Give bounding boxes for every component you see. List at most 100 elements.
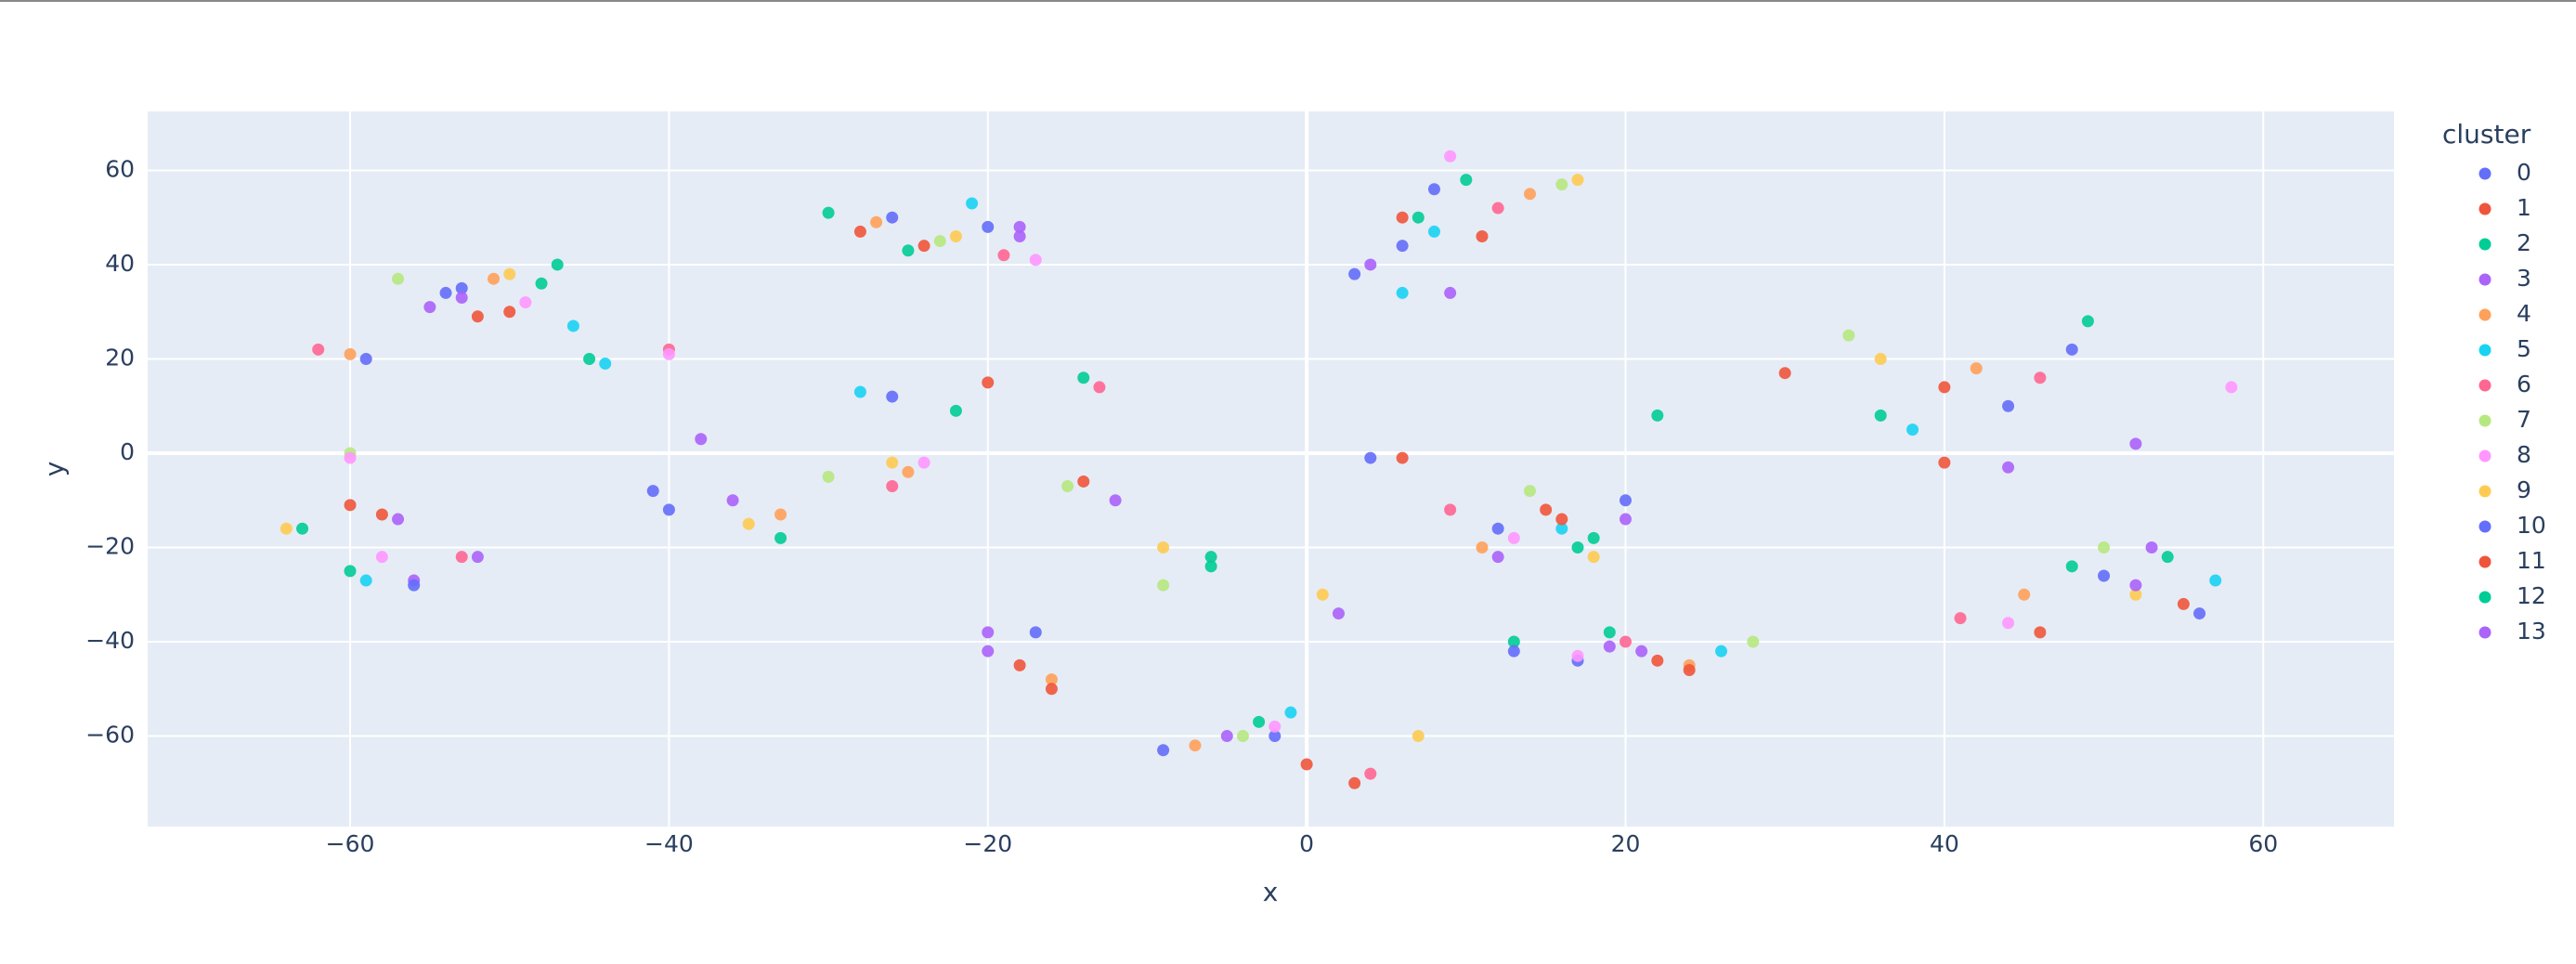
y-axis-title: y: [39, 462, 70, 477]
legend-label[interactable]: 6: [2517, 371, 2531, 397]
point: [1013, 230, 1026, 243]
point: [2161, 551, 2174, 564]
legend-label[interactable]: 13: [2517, 618, 2546, 645]
legend-label[interactable]: 4: [2517, 300, 2531, 327]
x-tick-label: 20: [1611, 830, 1641, 857]
legend-label[interactable]: 7: [2517, 406, 2531, 433]
point: [662, 347, 675, 360]
legend-label[interactable]: 5: [2517, 335, 2531, 362]
point: [471, 551, 484, 564]
point: [1029, 254, 1042, 267]
point: [503, 267, 516, 280]
grid: [148, 111, 2394, 827]
point: [822, 206, 835, 219]
point: [392, 272, 405, 285]
x-tick-label: −20: [963, 830, 1012, 857]
point: [886, 390, 899, 403]
point: [966, 197, 979, 210]
point: [1715, 645, 1728, 658]
point: [933, 235, 946, 248]
point: [1013, 658, 1026, 671]
point: [646, 485, 659, 498]
legend-marker[interactable]: [2478, 449, 2491, 462]
point: [280, 522, 293, 535]
point: [2098, 541, 2111, 554]
legend-marker[interactable]: [2478, 273, 2491, 286]
point: [695, 433, 708, 446]
point: [488, 272, 501, 285]
legend-label[interactable]: 10: [2517, 512, 2546, 539]
legend-label[interactable]: 8: [2517, 441, 2531, 468]
legend-marker[interactable]: [2478, 344, 2491, 357]
point: [1540, 503, 1553, 516]
point: [1157, 541, 1170, 554]
point: [1013, 220, 1026, 233]
point: [2193, 607, 2206, 620]
point: [1683, 663, 1696, 676]
point: [1220, 730, 1233, 743]
point: [359, 574, 372, 587]
legend-marker[interactable]: [2478, 167, 2491, 180]
legend-marker[interactable]: [2478, 520, 2491, 533]
point: [1970, 362, 1983, 375]
point: [2129, 588, 2142, 601]
legend-marker[interactable]: [2478, 379, 2491, 392]
point: [1603, 626, 1616, 639]
point: [1364, 451, 1377, 464]
point: [1476, 541, 1489, 554]
x-tick-label: 0: [1299, 830, 1314, 857]
point: [1938, 381, 1951, 394]
point: [359, 352, 372, 365]
point: [886, 211, 899, 224]
point: [2002, 399, 2015, 412]
point: [949, 230, 962, 243]
point: [1476, 230, 1489, 243]
legend-marker[interactable]: [2478, 626, 2491, 639]
point: [726, 494, 739, 507]
legend-label[interactable]: 2: [2517, 229, 2531, 256]
point: [1236, 730, 1249, 743]
point: [439, 286, 452, 299]
legend-marker[interactable]: [2478, 591, 2491, 604]
point: [917, 240, 930, 253]
point: [375, 508, 388, 521]
point: [1029, 626, 1042, 639]
point: [471, 310, 484, 323]
legend-label[interactable]: 9: [2517, 476, 2531, 503]
legend-label[interactable]: 0: [2517, 159, 2531, 186]
point: [774, 531, 787, 544]
point: [2065, 343, 2078, 356]
legend-marker[interactable]: [2478, 238, 2491, 251]
legend-marker[interactable]: [2478, 202, 2491, 215]
point: [1587, 551, 1600, 564]
point: [1619, 635, 1632, 648]
point: [917, 456, 930, 469]
point: [2145, 541, 2158, 554]
point: [1412, 211, 1425, 224]
legend-marker[interactable]: [2478, 308, 2491, 321]
point: [2129, 437, 2142, 450]
point: [1093, 381, 1106, 394]
point: [455, 291, 468, 304]
point: [1284, 706, 1297, 719]
point: [1444, 150, 1457, 163]
y-tick-label: 0: [120, 438, 135, 465]
point: [1396, 211, 1409, 224]
legend-label[interactable]: 12: [2517, 582, 2546, 609]
legend-label[interactable]: 11: [2517, 547, 2546, 574]
legend-marker[interactable]: [2478, 555, 2491, 568]
point: [408, 579, 421, 592]
point: [1874, 409, 1887, 422]
point: [2225, 381, 2238, 394]
point: [2129, 579, 2142, 592]
point: [1444, 286, 1457, 299]
legend-label[interactable]: 1: [2517, 194, 2531, 221]
y-tick-label: −40: [85, 627, 135, 654]
legend-marker[interactable]: [2478, 485, 2491, 498]
legend-label[interactable]: 3: [2517, 265, 2531, 292]
legend-marker[interactable]: [2478, 414, 2491, 427]
point: [344, 565, 357, 578]
point: [2034, 626, 2047, 639]
point: [344, 451, 357, 464]
